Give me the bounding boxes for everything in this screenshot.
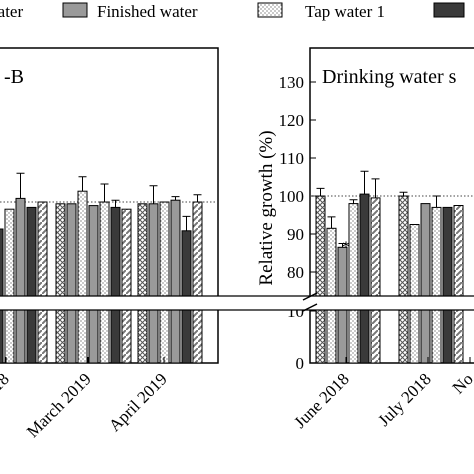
bar-right-g0-b4 xyxy=(359,193,370,364)
bar-right-g0-b0 xyxy=(315,195,326,364)
bar-left-g1-b2 xyxy=(77,190,88,364)
error-bar-right-g0-b5 xyxy=(371,178,380,198)
error-bar-left-g2-b5 xyxy=(193,194,202,202)
right-y-axis-label: Relative growth (%) xyxy=(256,130,277,285)
legend-swatch-tap-water-1 xyxy=(257,2,283,18)
error-bar-left-g1-b2 xyxy=(78,176,87,192)
error-bar-right-g1-b0 xyxy=(399,191,408,196)
x-tick-label-left-1: March 2019 xyxy=(23,369,95,441)
error-bar-left-g2-b4 xyxy=(182,215,191,231)
axis-break-band xyxy=(0,296,474,310)
bar-right-g1-b2 xyxy=(420,203,431,364)
y-tick-label-1: 90 xyxy=(287,225,304,244)
error-bar-left-g1-b5 xyxy=(111,199,120,208)
y-tick-label-2: 100 xyxy=(279,187,305,206)
y-tick-label-3: 110 xyxy=(279,149,304,168)
bar-left-g2-b2 xyxy=(159,201,170,364)
x-tick-label-left-0: 2018 xyxy=(0,369,13,406)
left-chart-panel: -B 2018 March 2019 April 2019 xyxy=(0,47,219,441)
bar-left-g2-b0 xyxy=(137,203,148,364)
right-plot-frame xyxy=(309,47,474,364)
error-bar-right-g0-b3 xyxy=(349,199,358,204)
error-bar-right-g0-b2 xyxy=(338,243,347,248)
right-chart-title: Drinking water s xyxy=(322,66,457,88)
bar-left-g1-b5 xyxy=(110,206,121,364)
bar-right-g0-b5 xyxy=(370,197,381,364)
bar-right-g1-b0 xyxy=(398,195,409,364)
error-bar-left-g1-b4 xyxy=(100,183,109,202)
x-tick-label-right-1: July 2018 xyxy=(374,369,435,430)
bar-right-g0-b3 xyxy=(348,203,359,364)
significance-asterisk: * xyxy=(342,239,350,256)
right-x-ticks: June 2018 July 2018 No xyxy=(290,357,474,432)
bar-right-g1-b4 xyxy=(442,206,453,364)
y-tick-label-lower-1: 0 xyxy=(296,354,305,373)
bar-left-g2-b1 xyxy=(148,203,159,364)
left-x-ticks: 2018 March 2019 April 2019 xyxy=(0,357,171,441)
left-bars xyxy=(0,172,203,364)
x-tick-label-right-0: June 2018 xyxy=(290,369,353,432)
legend-label-tap-water-1: Tap water 1 xyxy=(305,2,385,21)
legend-label-1: rater xyxy=(0,2,23,21)
bar-left-g0-b1 xyxy=(4,208,15,364)
bar-left-g2-b5 xyxy=(192,201,203,364)
bar-left-g1-b0 xyxy=(55,203,66,364)
y-tick-label-5: 130 xyxy=(279,73,305,92)
legend: rater Finished water Tap water 1 xyxy=(0,2,465,21)
x-tick-label-left-2: April 2019 xyxy=(105,369,171,435)
bar-left-g1-b3 xyxy=(88,205,99,364)
y-tick-label-4: 120 xyxy=(279,111,305,130)
right-chart-panel: Drinking water s Relative growth (%) 80 9… xyxy=(256,47,474,432)
error-bar-left-g0-b2 xyxy=(16,172,25,199)
legend-swatch-finished-water xyxy=(62,2,88,18)
error-bar-left-g2-b1 xyxy=(149,185,158,204)
error-bar-left-g2-b3 xyxy=(171,196,180,201)
right-bars xyxy=(315,170,464,364)
bar-right-g1-b3 xyxy=(431,206,442,364)
y-tick-label-0: 80 xyxy=(287,263,304,282)
error-bar-right-g0-b4 xyxy=(360,170,369,195)
bar-right-g1-b5 xyxy=(453,205,464,364)
bar-left-g0-b2 xyxy=(15,197,26,364)
bar-left-g1-b1 xyxy=(66,203,77,364)
bar-left-g0-b3 xyxy=(26,206,37,364)
error-bar-right-g0-b1 xyxy=(327,216,336,229)
bar-left-g1-b6 xyxy=(121,208,132,364)
legend-label-finished-water: Finished water xyxy=(97,2,198,21)
bar-left-g1-b4 xyxy=(99,201,110,364)
legend-swatch-dark xyxy=(433,2,465,18)
error-bar-right-g1-b3 xyxy=(432,195,441,208)
right-axis-break-mark xyxy=(302,292,318,312)
x-tick-label-right-2: No xyxy=(449,369,474,397)
bar-right-g1-b1 xyxy=(409,224,420,364)
left-chart-title: -B xyxy=(4,66,24,88)
error-bar-right-g0-b0 xyxy=(316,187,325,196)
bar-left-g0-b4 xyxy=(37,201,48,364)
bar-left-g2-b3 xyxy=(170,199,181,364)
